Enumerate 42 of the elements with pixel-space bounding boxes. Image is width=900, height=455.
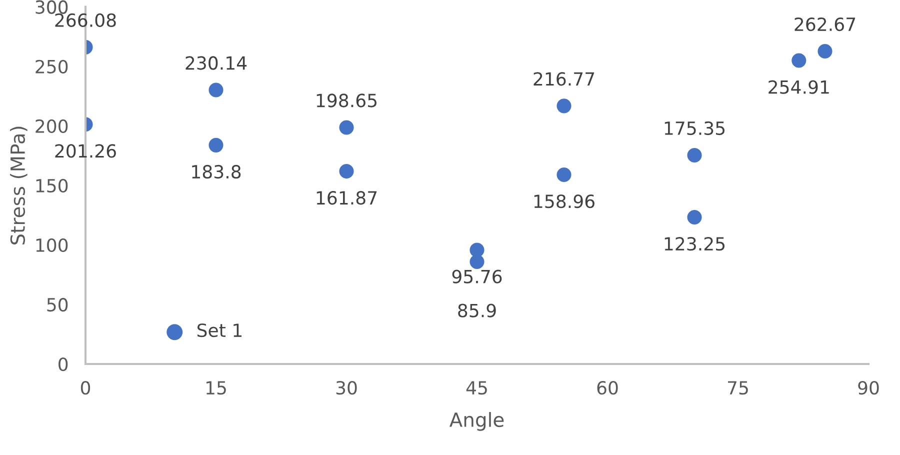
point — [339, 120, 354, 135]
data-label: 161.87 — [316, 191, 377, 205]
point — [470, 254, 484, 270]
y-axis-title: Stress (MPa) — [10, 126, 28, 244]
y-tick-label: 300 — [36, 0, 68, 14]
data-label: 183.8 — [192, 164, 241, 179]
data-label: 201.26 — [55, 144, 116, 158]
point — [818, 44, 832, 59]
y-tick-label: 250 — [36, 60, 68, 74]
data-label: 198.65 — [316, 94, 377, 108]
y-tick-label: 100 — [36, 238, 68, 252]
y-tick-label: 0 — [58, 357, 68, 372]
y-tick-label: 200 — [36, 119, 68, 133]
x-tick-label: 0 — [80, 380, 90, 395]
data-label: 95.76 — [452, 270, 502, 284]
data-label: 266.08 — [55, 13, 116, 28]
x-axis-title: Angle — [449, 412, 504, 431]
data-label: 254.91 — [768, 80, 829, 94]
x-tick-label: 45 — [466, 381, 487, 395]
data-label: 262.67 — [794, 17, 856, 32]
point — [556, 98, 572, 114]
data-label: 123.25 — [664, 237, 725, 251]
y-tick-label: 50 — [47, 298, 68, 312]
point — [339, 164, 354, 179]
data-label: 158.96 — [534, 194, 594, 208]
x-tick-label: 15 — [206, 381, 226, 395]
point — [208, 138, 224, 152]
point — [687, 210, 702, 225]
x-tick-label: 75 — [728, 381, 748, 395]
data-label: 175.35 — [664, 121, 725, 136]
x-tick-label: 90 — [858, 380, 879, 395]
x-tick-label: 30 — [336, 380, 357, 395]
data-label: 216.77 — [534, 72, 594, 86]
data-label: 230.14 — [186, 56, 247, 70]
x-tick-label: 60 — [597, 380, 618, 395]
legend-label: Set 1 — [197, 323, 242, 338]
data-label: 85.9 — [458, 304, 496, 318]
point — [687, 148, 702, 163]
point — [208, 82, 224, 98]
point — [556, 167, 572, 182]
point — [792, 53, 806, 68]
y-tick-label: 150 — [36, 178, 68, 193]
